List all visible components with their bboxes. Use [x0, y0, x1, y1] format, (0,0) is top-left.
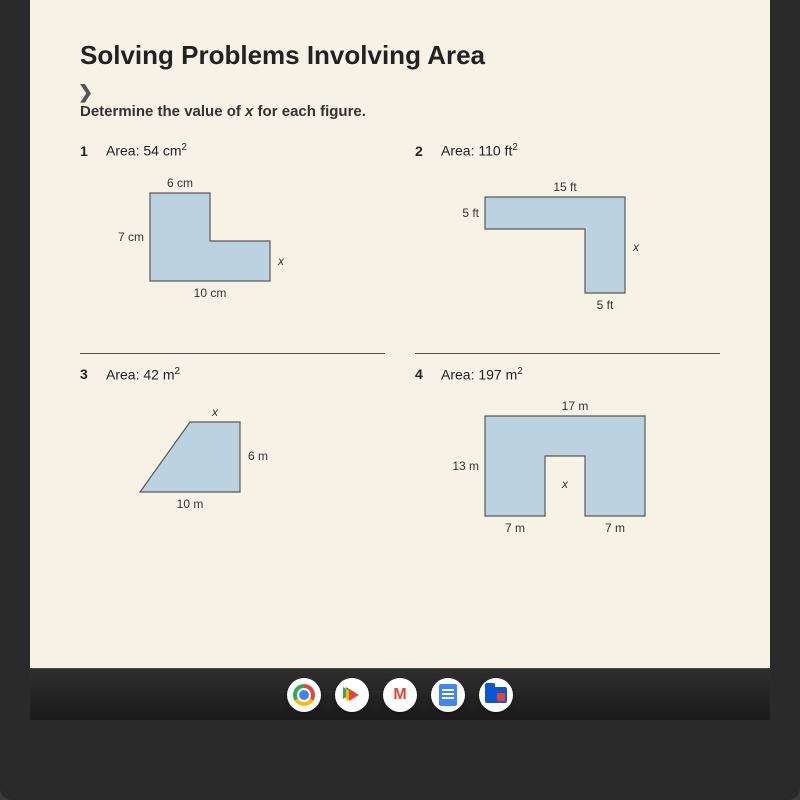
- gmail-letter: M: [393, 686, 406, 704]
- divider-row: [80, 347, 720, 354]
- page-title: Solving Problems Involving Area: [80, 40, 720, 71]
- u-shape: [485, 416, 645, 516]
- dim-x: x: [561, 477, 569, 491]
- problem-header: 2 Area: 110 ft2: [415, 142, 720, 159]
- dim-left: 13 m: [452, 459, 479, 473]
- answer-line-2: [415, 353, 720, 354]
- u-shape-svg: 17 m 13 m x 7 m 7 m: [445, 396, 685, 546]
- docs-page-icon: [439, 684, 457, 706]
- docs-icon[interactable]: [431, 678, 465, 712]
- problem-4: 4 Area: 197 m2 17 m 13 m x 7 m 7 m: [415, 366, 720, 559]
- right-trapezoid: [140, 422, 240, 492]
- answer-line-1: [80, 353, 385, 354]
- taskbar: M: [30, 668, 770, 720]
- dim-x: x: [277, 254, 285, 268]
- play-store-icon[interactable]: [335, 678, 369, 712]
- dim-bottom: 5 ft: [597, 298, 614, 312]
- figure-3: x 6 m 10 m: [110, 396, 385, 546]
- problem-number: 2: [415, 143, 429, 159]
- display-area: Solving Problems Involving Area ❯ Determ…: [30, 0, 770, 720]
- figure-1: 6 cm 7 cm 10 cm x: [110, 173, 385, 323]
- problem-2: 2 Area: 110 ft2 15 ft 5 ft x 5 ft: [415, 142, 720, 335]
- dim-right: 6 m: [248, 449, 268, 463]
- instruction-suffix: for each figure.: [253, 103, 366, 120]
- chrome-icon[interactable]: [287, 678, 321, 712]
- area-label: Area: 197 m2: [441, 366, 523, 383]
- instruction-prefix: Determine the value of: [80, 103, 245, 120]
- gmail-icon[interactable]: M: [383, 678, 417, 712]
- figure-2: 15 ft 5 ft x 5 ft: [445, 173, 720, 323]
- dim-x: x: [632, 240, 640, 254]
- problem-header: 1 Area: 54 cm2: [80, 142, 385, 159]
- folder-icon: [485, 687, 507, 703]
- problem-number: 3: [80, 366, 94, 382]
- dim-top: 15 ft: [553, 180, 577, 194]
- dim-bottom: 10 m: [177, 497, 204, 511]
- area-label: Area: 54 cm2: [106, 142, 187, 159]
- files-icon[interactable]: [479, 678, 513, 712]
- dim-left: 5 ft: [462, 206, 479, 220]
- dim-top: 17 m: [562, 399, 589, 413]
- seven-shape: [485, 197, 625, 293]
- area-label: Area: 110 ft2: [441, 142, 518, 159]
- dim-left: 7 cm: [118, 230, 144, 244]
- dim-bottom-left: 7 m: [505, 521, 525, 535]
- dim-x: x: [211, 405, 219, 419]
- problem-number: 4: [415, 366, 429, 382]
- dim-bottom-right: 7 m: [605, 521, 625, 535]
- play-triangle-icon: [349, 689, 359, 701]
- problem-grid: 1 Area: 54 cm2 6 cm 7 cm 10 cm x: [80, 142, 720, 558]
- chevron-icon: ❯: [78, 82, 93, 103]
- area-label: Area: 42 m2: [106, 366, 180, 383]
- problem-3: 3 Area: 42 m2 x 6 m 10 m: [80, 366, 385, 559]
- worksheet-page: Solving Problems Involving Area ❯ Determ…: [30, 0, 770, 720]
- instruction-text: Determine the value of x for each figure…: [80, 103, 720, 120]
- monitor-bezel: Solving Problems Involving Area ❯ Determ…: [0, 0, 800, 800]
- problem-number: 1: [80, 143, 94, 159]
- dim-bottom: 10 cm: [194, 286, 227, 300]
- problem-1: 1 Area: 54 cm2 6 cm 7 cm 10 cm x: [80, 142, 385, 335]
- seven-shape-svg: 15 ft 5 ft x 5 ft: [445, 173, 675, 323]
- l-shape: [150, 193, 270, 281]
- problem-header: 3 Area: 42 m2: [80, 366, 385, 383]
- trapezoid-svg: x 6 m 10 m: [110, 396, 320, 526]
- problem-header: 4 Area: 197 m2: [415, 366, 720, 383]
- dim-top: 6 cm: [167, 176, 193, 190]
- l-shape-svg: 6 cm 7 cm 10 cm x: [110, 173, 320, 313]
- figure-4: 17 m 13 m x 7 m 7 m: [445, 396, 720, 546]
